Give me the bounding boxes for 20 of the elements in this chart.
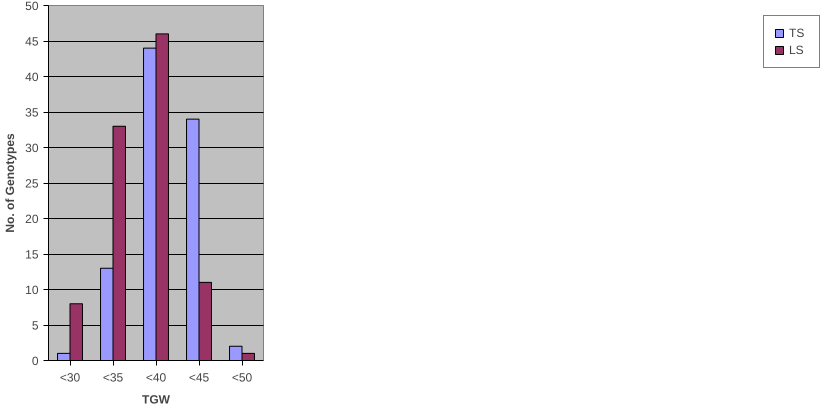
y-tick-label: 45 (25, 34, 39, 48)
legend-label: LS (789, 43, 805, 57)
y-tick-label: 50 (25, 0, 39, 13)
y-tick-label: 0 (32, 354, 39, 368)
y-tick-label: 40 (25, 70, 39, 84)
x-tick-label: <35 (102, 370, 124, 384)
y-tick-label: 15 (25, 248, 39, 262)
y-tick-label: 20 (25, 212, 39, 226)
y-tick-label: 35 (25, 106, 39, 120)
y-axis-title: No. of Genotypes (3, 133, 18, 233)
y-tick-label: 25 (25, 176, 39, 190)
y-tick-label: 10 (25, 283, 39, 297)
x-tick-label: <50 (232, 370, 253, 384)
x-tick-label: <45 (188, 370, 210, 384)
x-tick-label: <40 (146, 370, 167, 384)
y-tick-label: 30 (25, 141, 39, 155)
x-tick-label: <30 (60, 370, 81, 384)
x-axis-title: TGW (142, 392, 171, 406)
y-tick-label: 5 (32, 318, 39, 332)
legend-label: TS (789, 26, 806, 40)
